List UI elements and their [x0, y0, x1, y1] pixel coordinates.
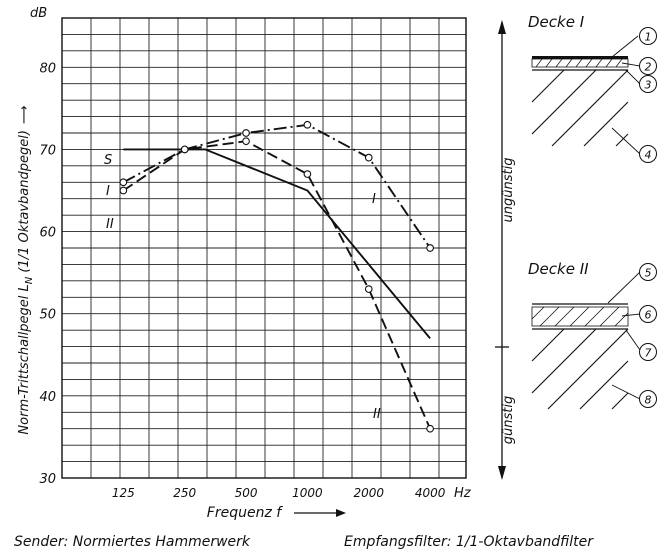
grid [62, 18, 466, 478]
x-tick-label-4000: 4000 [415, 486, 446, 500]
series-line-S [123, 148, 431, 340]
y-axis-label-subscript: N [24, 276, 35, 284]
callout-5: 5 [645, 267, 652, 280]
y-tick-label-30: 30 [39, 472, 56, 487]
series-line-I [122, 123, 431, 249]
series-label-I: I [106, 184, 110, 199]
x-tick-labels: 125 250 500 1000 2000 4000 [112, 486, 446, 500]
point-II-2000 [364, 285, 373, 293]
callout-4: 4 [645, 149, 652, 162]
y-tick-label-70: 70 [39, 143, 56, 158]
series-label-II: II [106, 217, 114, 232]
x-unit-label: Hz [454, 486, 472, 501]
point-I-1000 [303, 120, 312, 129]
x-axis-label: Frequenz f [207, 505, 283, 521]
point-II-1000 [303, 170, 312, 178]
point-I-500 [242, 129, 250, 137]
point-II-500 [242, 137, 250, 146]
callouts-diagram-II: 5 6 7 8 [639, 263, 657, 408]
y-tick-label-40: 40 [39, 390, 56, 405]
callout-8: 8 [645, 394, 652, 407]
callout-3: 3 [645, 79, 652, 92]
series-label-I-mid: I [372, 192, 376, 207]
y-axis-label-suffix: (1/1 Oktavbandpegel) [17, 130, 32, 277]
x-tick-label-2000: 2000 [353, 486, 384, 500]
floor-diagram-II-title: Decke II [528, 260, 589, 278]
layer-4-hatch [531, 69, 629, 147]
scale-label-unfavourable: ungünstig [501, 158, 516, 223]
point-I-4000 [426, 244, 434, 252]
x-tick-label-500: 500 [235, 486, 258, 500]
y-axis-arrow-glyph: ⟶ [17, 105, 32, 124]
x-axis-arrow [294, 509, 346, 517]
series-lines [122, 123, 431, 430]
x-tick-label-125: 125 [112, 486, 135, 500]
point-II-125 [119, 186, 128, 195]
y-axis-label: Norm-Trittschallpegel LN (1/1 Oktavbandp… [17, 105, 35, 434]
point-II-250 [180, 145, 189, 154]
layer-8-hatch [531, 328, 629, 410]
floor-diagram-I-title: Decke I [528, 13, 585, 31]
x-tick-label-250: 250 [173, 486, 196, 500]
callout-7: 7 [645, 347, 652, 360]
floor-diagram-I: Decke I 1 2 [528, 13, 657, 163]
y-tick-label-80: 80 [39, 61, 56, 76]
y-axis-label-main: Norm-Trittschallpegel L [17, 284, 32, 434]
callout-1: 1 [645, 31, 652, 44]
x-tick-label-1000: 1000 [292, 486, 323, 500]
point-II-4000 [426, 424, 434, 433]
floor-diagram-II: Decke II 5 6 [528, 260, 657, 410]
layer-2 [531, 58, 629, 68]
layer-1 [532, 56, 628, 59]
series-line-II [122, 140, 431, 430]
y-tick-labels: 30 40 50 60 70 80 [39, 61, 56, 487]
y-tick-label-60: 60 [39, 226, 56, 241]
callout-2: 2 [645, 61, 652, 74]
y-tick-label-50: 50 [39, 308, 56, 323]
callout-6: 6 [645, 309, 652, 322]
series-markers [119, 120, 434, 433]
scale-arrow [495, 20, 509, 480]
point-I-125 [119, 178, 128, 187]
y-unit-label: dB [30, 6, 47, 21]
series-label-II-mid: II [373, 407, 381, 422]
series-label-S: S [104, 153, 112, 168]
plot-frame [61, 17, 467, 479]
callouts-diagram-I: 1 2 3 4 [639, 27, 657, 163]
point-I-2000 [364, 153, 373, 162]
footer-filter: Empfangsfilter: 1/1-Oktavbandfilter [344, 534, 594, 550]
scale-label-favourable: günstig [501, 396, 516, 444]
footer-sender: Sender: Normiertes Hammerwerk [14, 534, 251, 550]
